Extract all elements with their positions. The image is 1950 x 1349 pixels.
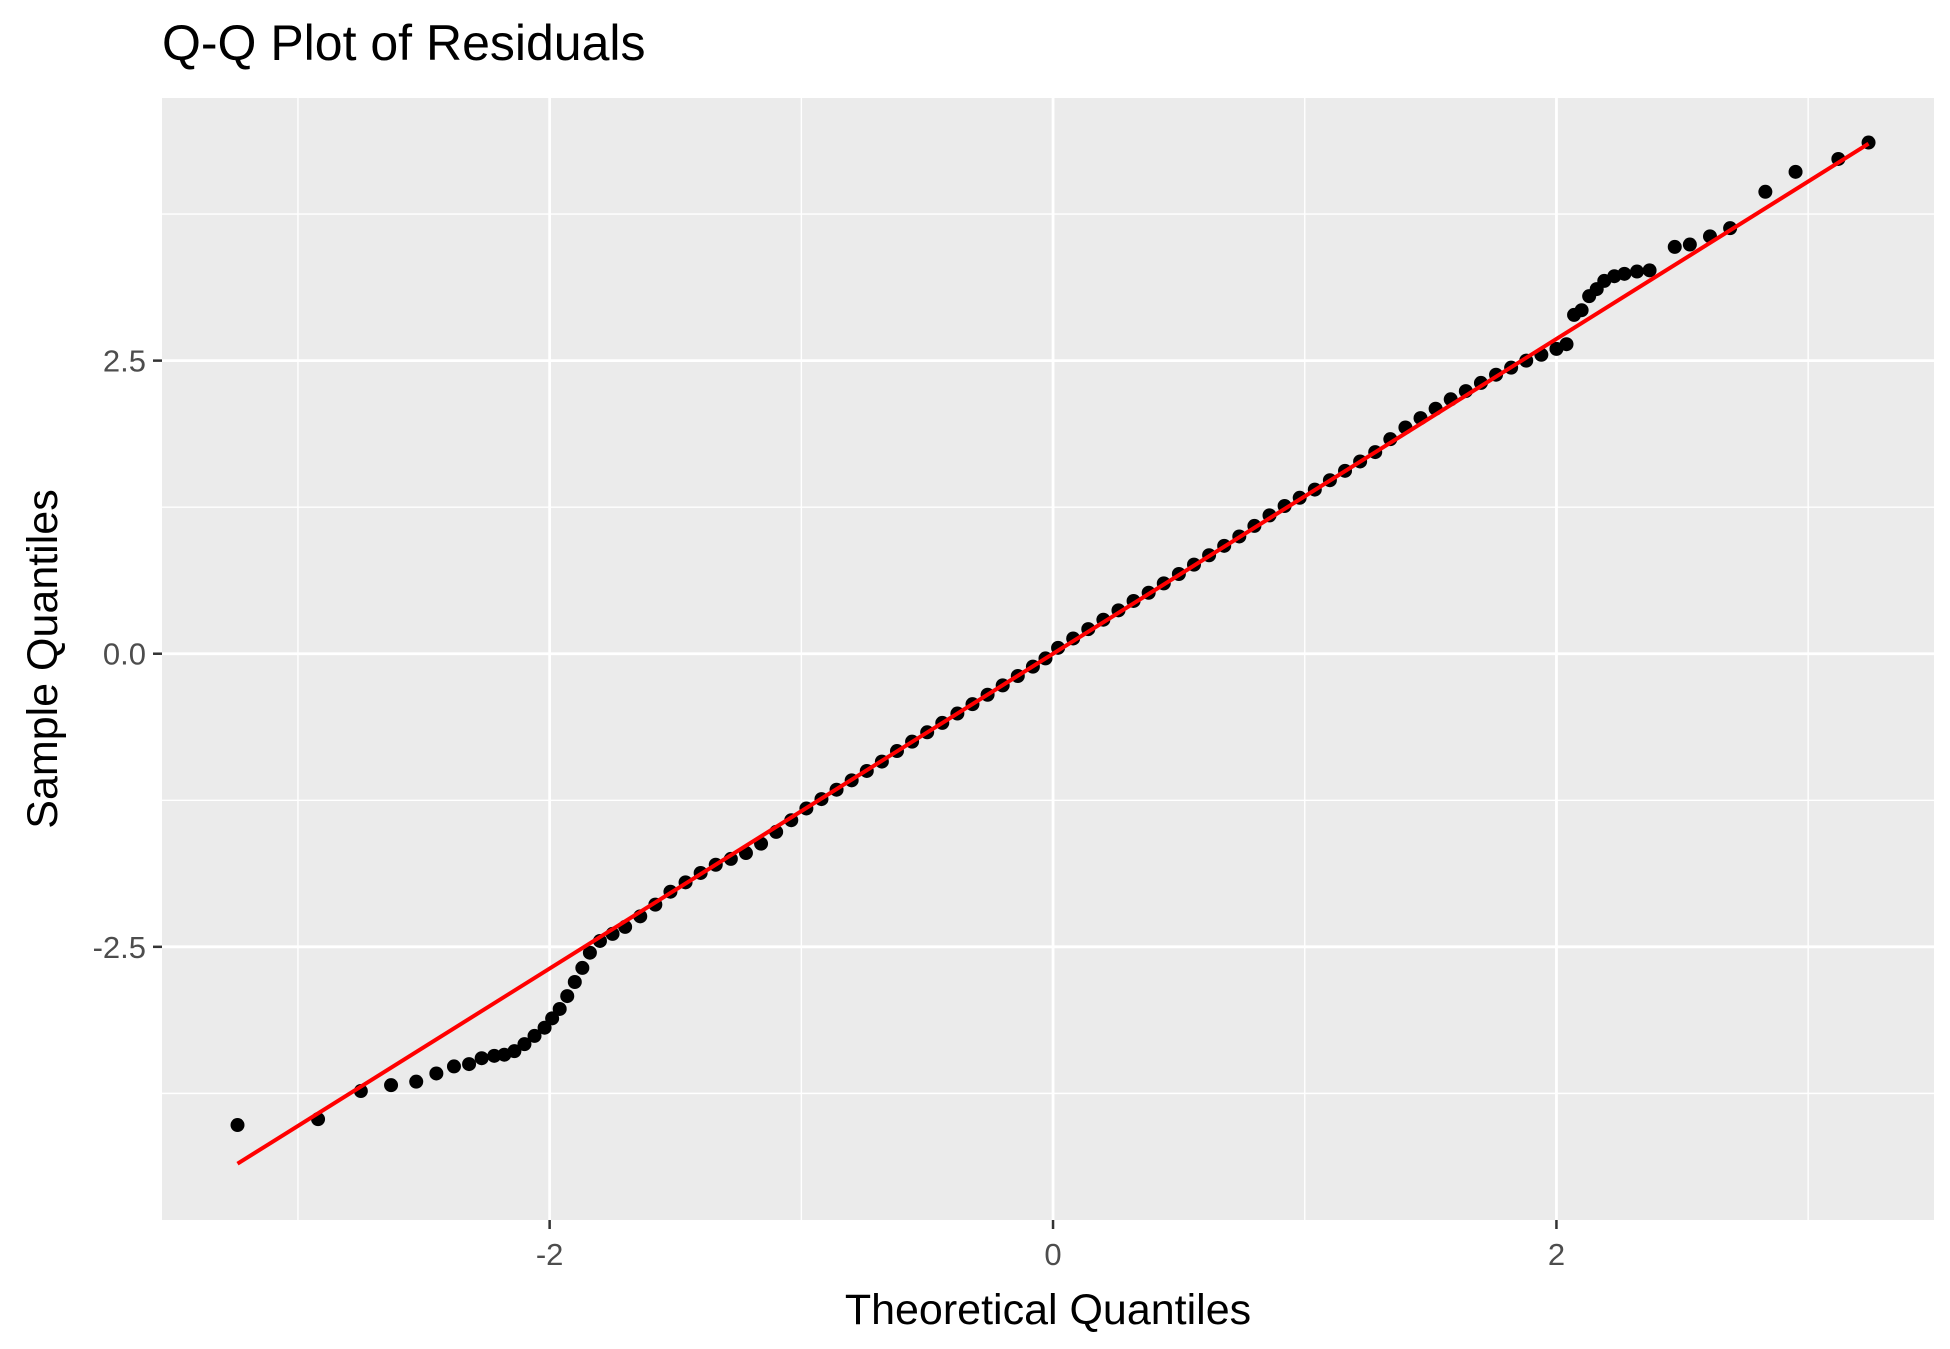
y-tick-label: 0.0 bbox=[103, 637, 146, 672]
sample-point bbox=[462, 1057, 477, 1072]
sample-point bbox=[409, 1074, 424, 1089]
y-tick-label: 2.5 bbox=[103, 344, 146, 379]
sample-point bbox=[1758, 184, 1773, 199]
sample-point bbox=[1617, 266, 1632, 281]
sample-point bbox=[575, 960, 590, 975]
sample-point bbox=[552, 1001, 567, 1016]
x-tick-label: 0 bbox=[1044, 1237, 1061, 1272]
y-axis-ticks: -2.5 0.0 2.5 bbox=[93, 344, 162, 965]
sample-point bbox=[507, 1044, 522, 1059]
sample-point bbox=[1559, 337, 1574, 352]
sample-point bbox=[1642, 263, 1657, 278]
sample-point bbox=[1667, 239, 1682, 254]
sample-point bbox=[230, 1118, 245, 1133]
reference-line-layer bbox=[236, 142, 1870, 1166]
sample-point bbox=[384, 1078, 399, 1093]
sample-point bbox=[545, 1011, 560, 1026]
y-axis-title: Sample Quantiles bbox=[19, 489, 67, 828]
sample-point bbox=[537, 1020, 552, 1035]
sample-point bbox=[567, 975, 582, 989]
reference-line bbox=[236, 142, 1870, 1166]
sample-point bbox=[1788, 164, 1803, 179]
x-tick-label: -2 bbox=[536, 1237, 564, 1272]
sample-point bbox=[1682, 237, 1697, 252]
x-axis-ticks: -2 0 2 bbox=[536, 1220, 1565, 1272]
y-tick-label: -2.5 bbox=[93, 930, 146, 965]
sample-point bbox=[1629, 264, 1644, 279]
sample-point bbox=[517, 1037, 532, 1052]
x-tick-label: 2 bbox=[1548, 1237, 1565, 1272]
x-axis-title: Theoretical Quantiles bbox=[845, 1286, 1251, 1334]
minor-gridlines bbox=[162, 98, 1934, 1220]
chart-title: Q-Q Plot of Residuals bbox=[162, 15, 646, 71]
sample-point bbox=[560, 989, 575, 1004]
sample-point bbox=[474, 1051, 489, 1066]
sample-point bbox=[429, 1066, 444, 1081]
sample-point bbox=[446, 1059, 461, 1074]
sample-point bbox=[1574, 303, 1589, 318]
major-gridlines bbox=[162, 98, 1934, 1220]
sample-point bbox=[582, 945, 597, 960]
sample-point bbox=[527, 1028, 542, 1043]
